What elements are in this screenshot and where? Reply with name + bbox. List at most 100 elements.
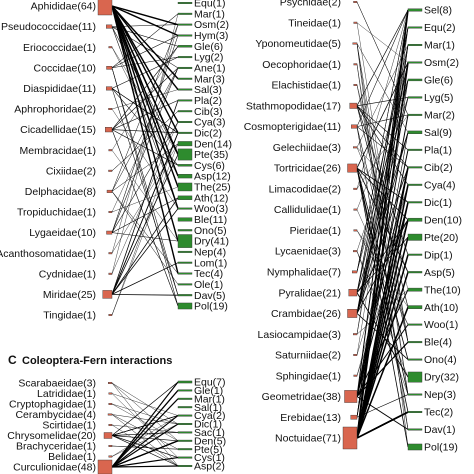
panel-b-insect-label: Noctuidae(71) <box>275 433 341 445</box>
panel-a-link <box>111 67 179 213</box>
panel-b-fern-label: Den(10) <box>424 214 462 226</box>
panel-b-insect-label: Erebidae(13) <box>280 412 341 424</box>
panel-a-fern-label: Hym(3) <box>194 30 228 42</box>
panel-b-insect-node <box>353 333 358 336</box>
panel-a-fern-label: Den(14) <box>194 138 232 150</box>
panel-b-fern-node <box>407 148 423 151</box>
panel-b-fern-label: Sal(9) <box>424 127 452 139</box>
panel-a-link <box>111 100 179 130</box>
panel-b-link <box>356 147 409 273</box>
panel-a-link <box>111 294 179 296</box>
panel-b-fern-label: Sel(8) <box>424 5 452 17</box>
panel-a-fern-node <box>177 2 193 4</box>
panel-a-fern-node <box>177 45 193 48</box>
panel-c-fern-node <box>177 406 193 409</box>
panel-c-fern-node <box>177 389 193 392</box>
panel-b-link <box>356 105 409 168</box>
panel-b-link <box>356 43 409 343</box>
panel-b-insect-node <box>353 354 358 356</box>
panel-b-insect-node <box>353 84 358 86</box>
panel-a-link <box>111 197 179 295</box>
panel-a-fern-node <box>177 121 193 123</box>
panel-b-fern-node <box>407 233 423 241</box>
panel-a-insect-node <box>108 108 113 110</box>
panel-b-insect-label: Lycaenidae(3) <box>275 246 341 258</box>
panel-c-fern-label: Dic(1) <box>194 419 222 431</box>
panel-a-insect-node <box>102 290 113 299</box>
panel-b-fern-label: Cib(2) <box>424 162 453 174</box>
panel-a-link <box>111 197 179 233</box>
panel-b-insect-label: Saturniidae(2) <box>275 350 341 362</box>
panel-a-link <box>111 26 179 155</box>
panel-b-fern-node <box>407 287 423 292</box>
panel-a-insect-label: Pseudococcidae(11) <box>1 21 96 33</box>
panel-b-link <box>356 79 409 272</box>
panel-a-link <box>111 88 179 166</box>
panel-a-link <box>111 5 179 209</box>
panel-a-fern-node <box>177 131 193 134</box>
panel-a-fern-label: Equ(1) <box>194 0 226 10</box>
panel-a-link <box>111 129 179 307</box>
panel-a-link <box>111 100 179 295</box>
panel-b-fern-label: Pte(20) <box>424 232 458 244</box>
panel-b-fern-label: Dip(1) <box>424 249 453 261</box>
panel-a-insect-node <box>97 0 113 16</box>
panel-a-fern-label: Woo(3) <box>194 203 228 215</box>
panel-b-insect-node <box>348 289 358 297</box>
panel-b-link <box>356 44 409 418</box>
panel-a-link <box>111 67 179 307</box>
panel-b-fern-label: Lyg(5) <box>424 92 453 104</box>
panel-a-fern-node <box>177 34 193 37</box>
panel-a-fern-label: The(25) <box>194 182 231 194</box>
panel-a-insect-label: Cicadellidae(15) <box>20 124 96 136</box>
panel-a-link <box>111 13 179 69</box>
panel-c-link <box>111 403 179 441</box>
panel-a-fern-label: Gle(6) <box>194 41 223 53</box>
panel-c-insect-node <box>97 459 113 474</box>
panel-b-fern-node <box>407 26 423 29</box>
panel-a-link <box>111 132 179 316</box>
panel-a-fern-label: Ath(12) <box>194 192 228 204</box>
panel-b-fern-label: Ath(10) <box>424 302 458 314</box>
panel-a-hemiptera-fern-network: Aphididae(64) Pseudococcidae(11) Eriococci… <box>0 0 232 322</box>
panel-b-insect-label: Crambidae(26) <box>271 308 341 320</box>
panel-a-link <box>111 143 179 316</box>
panel-a-link <box>111 56 179 69</box>
panel-a-insect-node <box>106 65 113 70</box>
panel-a-fern-node <box>177 110 193 113</box>
panel-b-insect-label: Sphingidae(1) <box>276 370 341 382</box>
panel-b-link <box>356 9 409 272</box>
panel-a-fern-node <box>177 234 193 248</box>
panel-a-fern-node <box>177 56 193 59</box>
panel-a-link <box>111 46 179 130</box>
panel-a-fern-label: Tec(4) <box>194 268 223 280</box>
panel-a-link <box>111 88 179 134</box>
panel-a-fern-node <box>177 261 193 264</box>
panel-c-link <box>111 435 179 467</box>
panel-a-fern-node <box>177 99 193 102</box>
panel-c-link <box>111 423 179 468</box>
panel-c-fern-label: Cya(2) <box>194 410 226 422</box>
panel-b-insect-node <box>353 187 358 190</box>
panel-c-link <box>111 415 179 468</box>
panel-b-insect-label: Callidulidae(1) <box>274 204 341 216</box>
panel-a-insect-node <box>108 169 113 172</box>
panel-a-fern-label: Lyg(2) <box>194 52 223 64</box>
panel-b-fern-label: Dry(32) <box>424 372 459 384</box>
panel-a-fern-label: Mar(3) <box>194 73 225 85</box>
panel-a-fern-label: Cib(3) <box>194 106 223 118</box>
panel-b-link <box>356 9 409 397</box>
panel-c-link <box>111 381 179 468</box>
panel-a-fern-label: Pla(2) <box>194 95 222 107</box>
panel-c-link <box>111 445 179 450</box>
panel-a-insect-node <box>106 230 113 235</box>
panel-b-link <box>356 44 409 148</box>
panel-a-insect-label: Membracidae(1) <box>20 145 96 157</box>
panel-c-insect-label: Chrysomelidae(20) <box>7 430 96 442</box>
panel-c-links <box>111 381 179 468</box>
panel-b-link <box>356 22 409 63</box>
panel-b-fern-node <box>407 96 423 99</box>
panel-b-insect-node <box>350 414 358 420</box>
panel-a-insect-label: Aphrophoridae(2) <box>14 104 96 116</box>
panel-c-insect-label: Curculionidae(48) <box>13 462 96 474</box>
